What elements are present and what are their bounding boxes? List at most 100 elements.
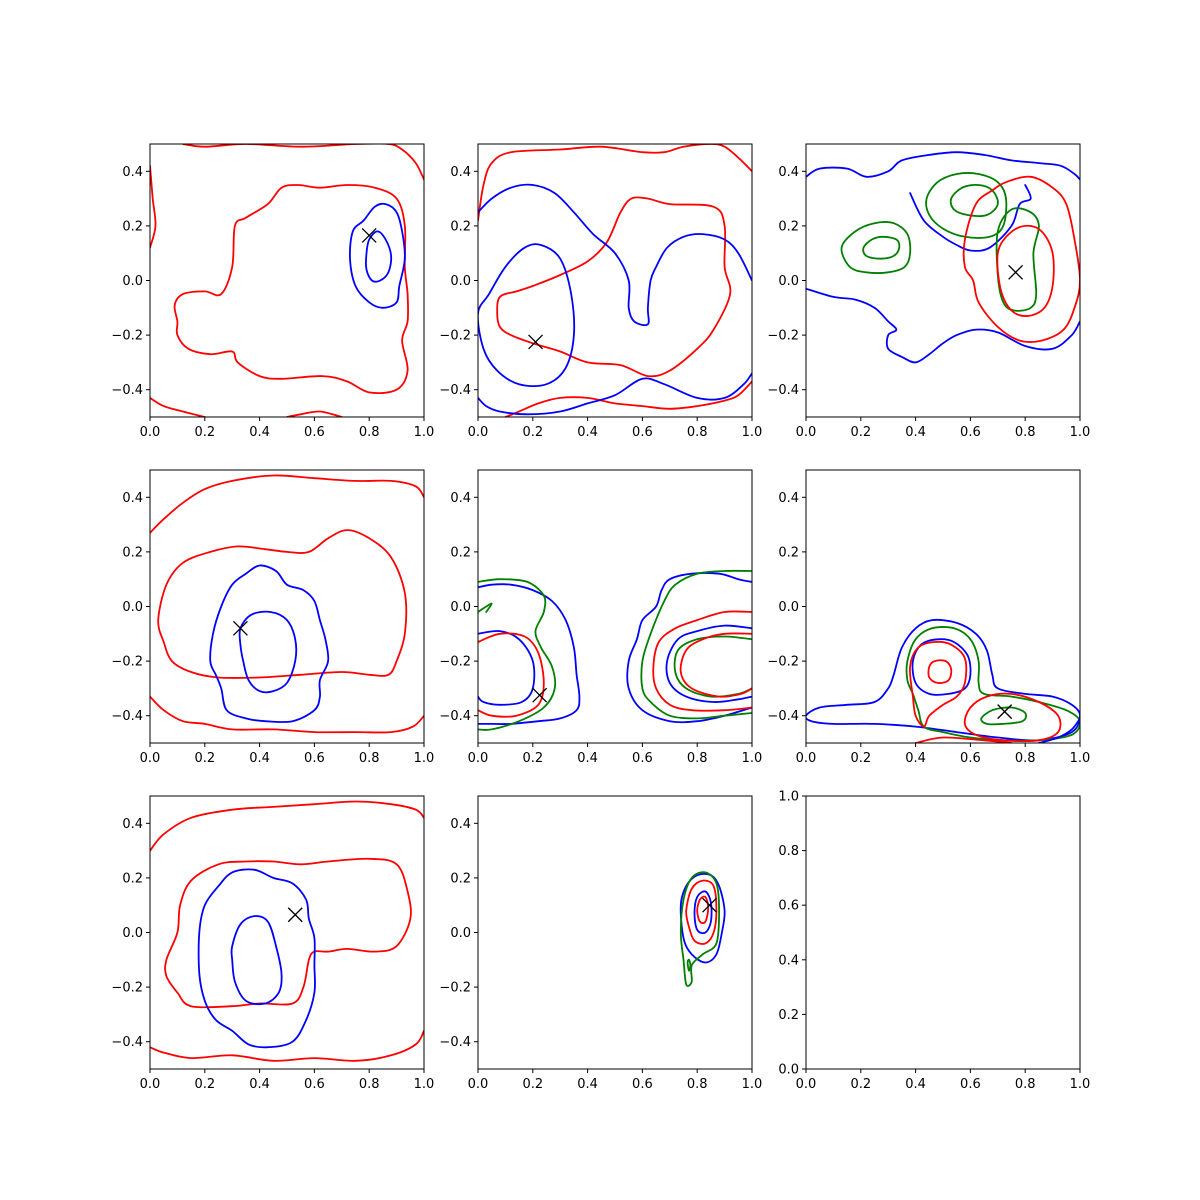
contour-line-red <box>150 474 424 534</box>
x-tick-label: 0.0 <box>140 425 161 440</box>
contour-line-green <box>862 235 901 260</box>
subplot-6: 0.0 0.2 0.4 0.6 0.8 1.0 −0.4 −0.2 0.0 0.2 0.4 <box>767 469 1091 766</box>
subplot-7: 0.0 0.2 0.4 0.6 0.8 1.0 −0.4 −0.2 0.0 0.2 0.4 <box>111 795 435 1092</box>
contour-line-red <box>478 632 545 718</box>
x-tick-label: 0.0 <box>796 751 817 766</box>
x-tick-label: 0.6 <box>632 425 653 440</box>
x-tick-label: 0.4 <box>577 751 598 766</box>
y-tick-label: 0.2 <box>122 545 143 560</box>
contour-line-blue <box>197 868 316 1049</box>
contour-line-blue <box>478 183 752 327</box>
y-tick-label: 0.4 <box>122 165 143 180</box>
x-tick-label: 0.8 <box>1015 751 1036 766</box>
contour-line-red <box>963 692 1062 743</box>
contour-line-red <box>685 879 718 945</box>
x-tick-label: 0.6 <box>632 1077 653 1092</box>
y-tick-label: 0.2 <box>450 219 471 234</box>
y-tick-label: −0.4 <box>767 709 799 724</box>
contour-line-red <box>286 410 343 417</box>
contour-group <box>150 800 424 1062</box>
y-tick-label: 0.6 <box>778 899 799 914</box>
contour-line-blue <box>679 872 726 964</box>
x-marker <box>1008 264 1024 280</box>
x-tick-label: 1.0 <box>1070 425 1091 440</box>
y-tick-label: −0.4 <box>111 709 143 724</box>
contour-group <box>679 871 726 987</box>
contour-line-blue <box>909 184 1032 252</box>
y-tick-label: −0.2 <box>111 329 143 344</box>
x-tick-label: 0.2 <box>850 1077 871 1092</box>
y-tick-label: 1.0 <box>778 790 799 805</box>
subplot-5: 0.0 0.2 0.4 0.6 0.8 1.0 −0.4 −0.2 0.0 0.2 0.4 <box>439 469 763 766</box>
contour-line-red <box>504 380 752 417</box>
contour-line-red <box>150 800 424 852</box>
x-tick-label: 1.0 <box>414 425 435 440</box>
contour-line-red <box>696 895 710 925</box>
y-tick-label: 0.4 <box>450 817 471 832</box>
y-tick-label: −0.2 <box>111 981 143 996</box>
x-tick-label: 0.0 <box>796 1077 817 1092</box>
y-tick-label: 0.4 <box>778 165 799 180</box>
y-tick-label: 0.2 <box>450 871 471 886</box>
axes-frame <box>805 795 1081 1070</box>
y-tick-label: 0.4 <box>450 165 471 180</box>
x-tick-label: 1.0 <box>1070 751 1091 766</box>
y-tick-label: 0.0 <box>778 600 799 615</box>
contour-line-blue <box>209 564 330 723</box>
x-tick-label: 1.0 <box>414 1077 435 1092</box>
contour-line-green <box>679 871 720 987</box>
x-tick-label: 0.0 <box>796 425 817 440</box>
contour-line-red <box>150 397 206 417</box>
y-tick-label: 0.0 <box>778 274 799 289</box>
subplot-9: 0.0 0.2 0.4 0.6 0.8 1.0 0.0 0.2 0.4 0.6 0.8 1.0 <box>778 790 1090 1093</box>
contour-line-red <box>652 610 752 712</box>
contour-line-red <box>679 632 752 698</box>
contour-line-green <box>949 183 999 217</box>
x-tick-label: 0.2 <box>850 425 871 440</box>
y-tick-label: 0.2 <box>778 545 799 560</box>
contour-line-red <box>996 224 1055 317</box>
y-tick-label: 0.2 <box>450 545 471 560</box>
x-tick-label: 0.2 <box>194 751 215 766</box>
x-tick-label: 1.0 <box>742 751 763 766</box>
subplot-2: 0.0 0.2 0.4 0.6 0.8 1.0 −0.4 −0.2 0.0 0.2 0.4 <box>439 143 762 440</box>
y-tick-label: −0.2 <box>767 655 799 670</box>
x-tick-label: 0.8 <box>687 751 708 766</box>
contour-group <box>150 144 424 417</box>
x-tick-label: 0.4 <box>905 1077 926 1092</box>
contour-group <box>478 569 752 731</box>
y-tick-label: 0.0 <box>122 926 143 941</box>
contour-line-blue <box>478 372 752 416</box>
x-tick-label: 0.2 <box>522 751 543 766</box>
x-tick-label: 0.4 <box>249 1077 270 1092</box>
contour-line-blue <box>349 202 406 309</box>
contour-line-red <box>496 196 732 378</box>
x-marker <box>997 704 1013 720</box>
y-tick-label: 0.2 <box>122 871 143 886</box>
x-tick-label: 0.4 <box>249 425 270 440</box>
y-tick-label: −0.4 <box>439 1035 471 1050</box>
x-marker <box>702 897 717 913</box>
x-marker <box>532 687 548 703</box>
subplot-1: 0.0 0.2 0.4 0.6 0.8 1.0 −0.4 −0.2 0.0 0.2 0.4 <box>111 143 434 440</box>
contour-line-red <box>927 659 953 684</box>
y-tick-label: 0.2 <box>778 219 799 234</box>
contour-line-red <box>962 175 1080 343</box>
x-tick-label: 0.6 <box>960 425 981 440</box>
y-tick-label: 0.0 <box>778 1063 799 1078</box>
contour-line-green <box>840 221 912 274</box>
x-tick-label: 0.6 <box>304 425 325 440</box>
x-tick-label: 1.0 <box>742 1077 763 1092</box>
x-marker <box>287 907 303 923</box>
x-tick-label: 0.4 <box>905 751 926 766</box>
contour-line-blue <box>478 583 581 725</box>
y-tick-label: 0.8 <box>778 844 799 859</box>
y-tick-label: −0.4 <box>439 383 471 398</box>
y-tick-label: −0.2 <box>767 329 799 344</box>
contour-line-red <box>914 736 1013 743</box>
x-tick-label: 0.2 <box>522 425 543 440</box>
contour-line-blue <box>478 243 576 388</box>
x-tick-label: 0.6 <box>960 1077 981 1092</box>
